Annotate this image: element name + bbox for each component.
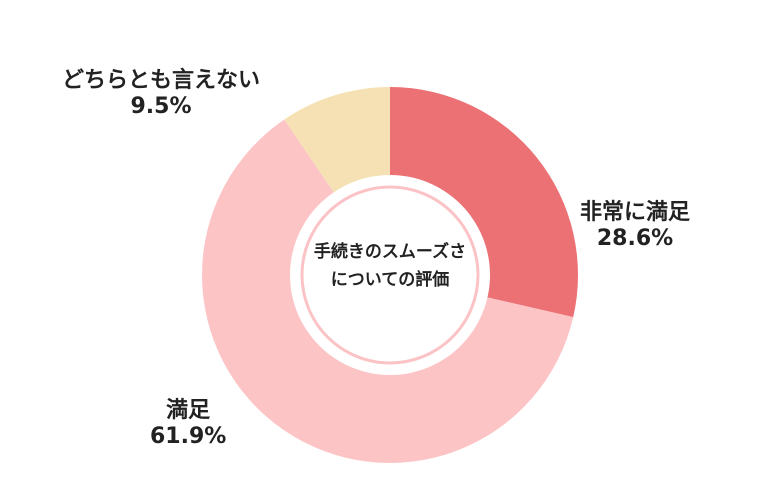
- label-very-satisfied-name: 非常に満足: [580, 200, 691, 225]
- label-neutral: どちらとも言えない 9.5%: [62, 68, 260, 120]
- label-satisfied-name: 満足: [166, 398, 211, 423]
- label-very-satisfied: 非常に満足 28.6%: [580, 200, 690, 252]
- label-satisfied: 満足 61.9%: [150, 398, 226, 450]
- center-ring: [300, 185, 480, 365]
- donut-hole: [290, 175, 490, 375]
- label-satisfied-value: 61.9%: [150, 424, 227, 449]
- chart-title-line-2: についての評価: [330, 270, 450, 290]
- label-very-satisfied-value: 28.6%: [596, 226, 674, 251]
- chart-title-line-1: 手続きのスムーズさ: [313, 242, 467, 262]
- chart-title: 手続きのスムーズさ についての評価: [300, 238, 480, 294]
- label-neutral-name: どちらとも言えない: [62, 68, 261, 93]
- label-neutral-value: 9.5%: [130, 94, 192, 119]
